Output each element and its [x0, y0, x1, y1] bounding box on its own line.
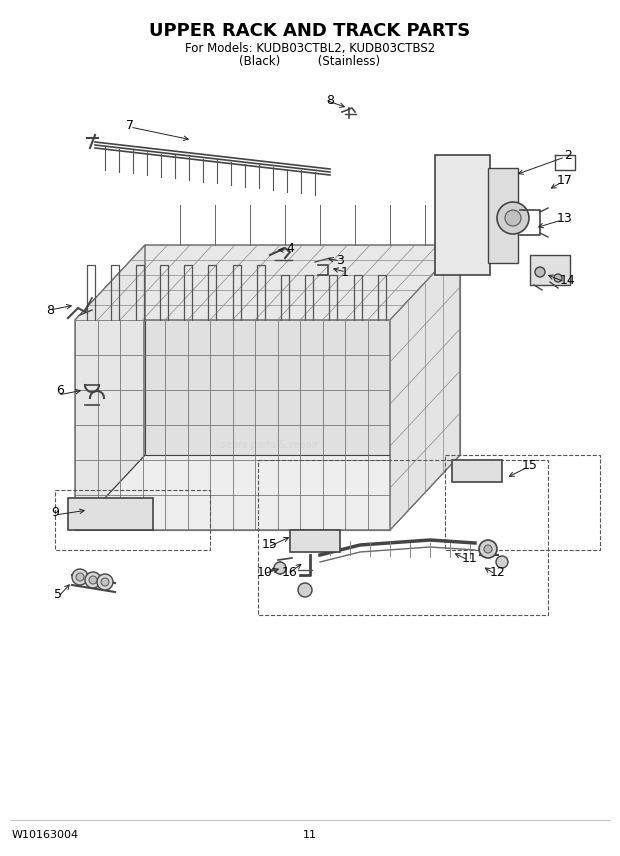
- Circle shape: [554, 274, 562, 282]
- Text: W10163004: W10163004: [12, 830, 79, 840]
- Text: For Models: KUDB03CTBL2, KUDB03CTBS2: For Models: KUDB03CTBL2, KUDB03CTBS2: [185, 42, 435, 55]
- Bar: [68, 498, 153, 530]
- Circle shape: [535, 267, 545, 277]
- Text: sears parts & repair: sears parts & repair: [221, 440, 319, 450]
- Polygon shape: [75, 245, 460, 320]
- Circle shape: [89, 576, 97, 584]
- Bar: [435, 155, 490, 275]
- Text: UPPER RACK AND TRACK PARTS: UPPER RACK AND TRACK PARTS: [149, 22, 471, 40]
- Polygon shape: [75, 245, 145, 530]
- Bar: [258, 460, 548, 615]
- Circle shape: [76, 573, 84, 581]
- Text: 11: 11: [303, 830, 317, 840]
- Text: 8: 8: [46, 304, 54, 317]
- Text: 16: 16: [282, 566, 298, 579]
- Polygon shape: [390, 245, 460, 530]
- Bar: [290, 530, 340, 552]
- Circle shape: [101, 578, 109, 586]
- Text: 8: 8: [326, 93, 334, 106]
- Text: 15: 15: [522, 459, 538, 472]
- Circle shape: [97, 574, 113, 590]
- Bar: [488, 168, 518, 263]
- Circle shape: [274, 562, 286, 574]
- Text: 14: 14: [560, 274, 576, 287]
- Text: 15: 15: [262, 538, 278, 551]
- Text: 5: 5: [54, 589, 62, 602]
- Circle shape: [85, 572, 101, 588]
- Circle shape: [484, 545, 492, 553]
- Text: 17: 17: [557, 174, 573, 187]
- Polygon shape: [75, 455, 460, 530]
- Text: 6: 6: [56, 383, 64, 396]
- Text: 4: 4: [286, 241, 294, 254]
- Text: 10: 10: [257, 566, 273, 579]
- Text: 13: 13: [557, 211, 573, 224]
- Text: 3: 3: [336, 253, 344, 266]
- Bar: [530, 255, 570, 285]
- Text: 11: 11: [462, 551, 478, 564]
- Circle shape: [72, 569, 88, 585]
- Text: 2: 2: [564, 148, 572, 162]
- Text: 7: 7: [126, 118, 134, 132]
- Polygon shape: [75, 320, 390, 530]
- Bar: [55, 490, 210, 550]
- Circle shape: [479, 540, 497, 558]
- Circle shape: [505, 210, 521, 226]
- Circle shape: [497, 202, 529, 234]
- Text: 1: 1: [341, 265, 349, 278]
- Bar: [452, 460, 502, 482]
- Polygon shape: [145, 245, 460, 455]
- Circle shape: [496, 556, 508, 568]
- Text: 9: 9: [51, 507, 59, 520]
- Bar: [445, 455, 600, 550]
- Text: (Black)          (Stainless): (Black) (Stainless): [239, 55, 381, 68]
- Circle shape: [298, 583, 312, 597]
- Text: 12: 12: [490, 566, 506, 579]
